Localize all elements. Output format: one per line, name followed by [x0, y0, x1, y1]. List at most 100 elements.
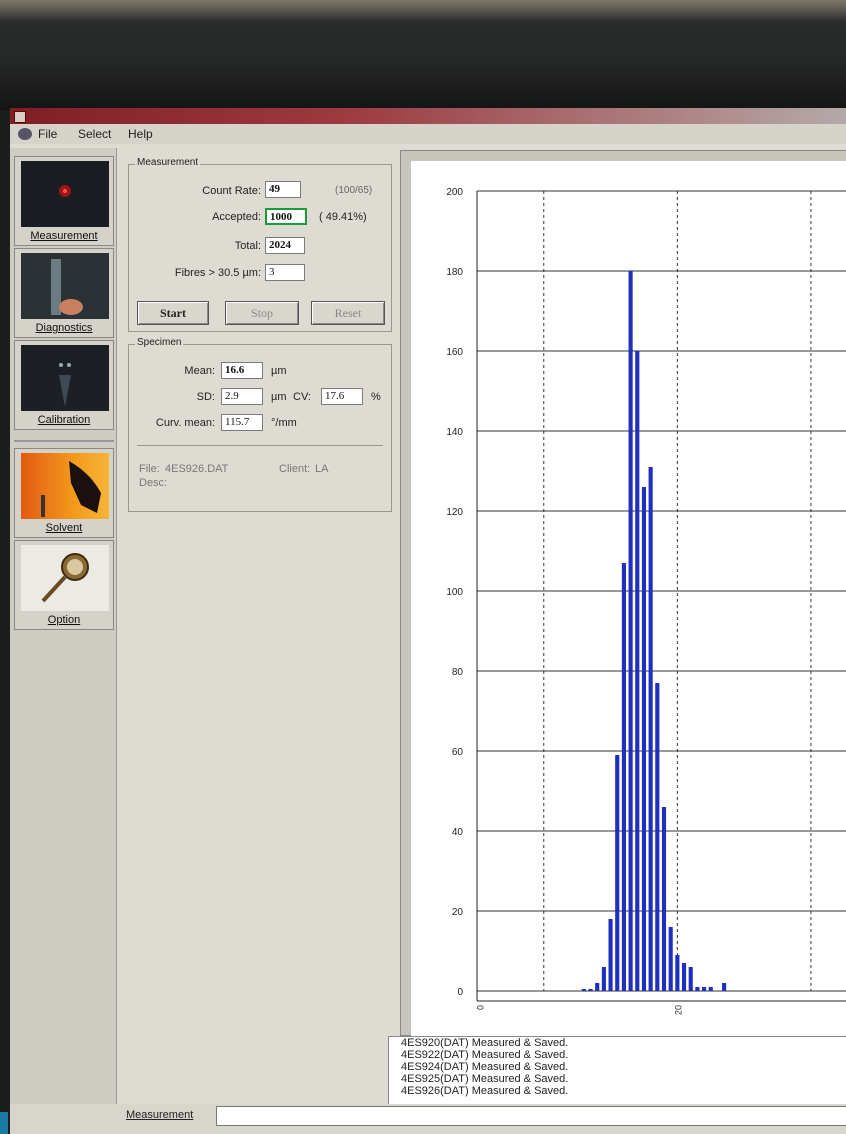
histogram-bar: [681, 963, 687, 991]
log-line: 4ES922(DAT) Measured & Saved.: [401, 1049, 569, 1061]
x-tick-label: 0: [476, 1005, 486, 1010]
y-tick-label: 0: [457, 987, 463, 998]
y-tick-label: 200: [446, 187, 463, 198]
cv-unit: %: [371, 391, 381, 403]
red-laser-icon: [21, 161, 109, 227]
total-label: Total:: [234, 240, 261, 252]
file-value: 4ES926.DAT: [165, 463, 229, 475]
histogram-bar: [655, 683, 660, 991]
fibres-field: 3: [265, 264, 305, 281]
client-label: Client:: [279, 463, 311, 475]
log-line: 4ES925(DAT) Measured & Saved.: [401, 1073, 569, 1085]
toolbar-label: Calibration: [37, 414, 91, 426]
specimen-group: Specimen Mean: 16.6 µm SD: 2.9 µm CV: 17…: [128, 337, 392, 512]
y-tick-label: 120: [446, 507, 463, 518]
y-tick-label: 20: [452, 907, 464, 918]
menu-bar: File Select Help: [10, 124, 846, 144]
histogram-bar: [608, 919, 613, 991]
cv-label: CV:: [293, 391, 311, 403]
y-tick-label: 180: [446, 267, 463, 278]
toolbar-label: Measurement: [30, 230, 98, 242]
taskbar-edge: [0, 1112, 8, 1134]
curv-label: Curv. mean:: [155, 417, 215, 429]
histogram-bar: [581, 989, 586, 991]
log-line: 4ES920(DAT) Measured & Saved.: [401, 1037, 569, 1049]
sd-field: 2.9: [221, 388, 263, 405]
toolbar-measurement-button[interactable]: Measurement: [14, 156, 114, 246]
total-field: 2024: [265, 237, 305, 254]
histogram-bar: [668, 927, 673, 991]
toolbar-label: Diagnostics: [35, 322, 93, 334]
histogram-panel: 0 20 40 60 80 100 120 140 160 180 200 0 20: [400, 150, 846, 1037]
status-label: Measurement: [126, 1109, 194, 1121]
count-rate-ratio: (100/65): [335, 185, 373, 196]
histogram-bar: [635, 351, 640, 991]
histogram-bar: [722, 983, 727, 991]
mean-label: Mean:: [184, 365, 215, 377]
measurement-group: Measurement Count Rate: 49 (100/65) Acce…: [128, 157, 392, 332]
histogram-plot-area: 0 20 40 60 80 100 120 140 160 180 200 0 20: [411, 161, 846, 1037]
toolbar-label: Solvent: [45, 522, 83, 534]
x-tick-label: 20: [673, 1005, 683, 1015]
group-title: Measurement: [135, 157, 201, 168]
cell-icon: [21, 345, 109, 411]
reset-button[interactable]: Reset: [311, 301, 385, 325]
y-tick-label: 80: [452, 667, 464, 678]
title-bar: [10, 108, 846, 124]
histogram-bar: [588, 989, 593, 991]
histogram-bar: [708, 987, 713, 991]
toolbar-divider: [14, 440, 114, 442]
y-tick-label: 100: [446, 587, 463, 598]
group-title: Specimen: [135, 337, 184, 348]
message-log[interactable]: 4ES920(DAT) Measured & Saved. 4ES922(DAT…: [388, 1036, 846, 1116]
menu-select[interactable]: Select: [78, 127, 112, 141]
y-tick-label: 140: [446, 427, 463, 438]
mean-field: 16.6: [221, 362, 263, 379]
fibre-diameter-histogram: 0 20 40 60 80 100 120 140 160 180 200 0 20: [446, 187, 846, 1015]
curv-unit: °/mm: [271, 417, 297, 429]
count-rate-label: Count Rate:: [202, 185, 261, 197]
histogram-bar: [648, 467, 653, 991]
stop-button[interactable]: Stop: [225, 301, 299, 325]
menu-help[interactable]: Help: [128, 127, 153, 141]
accepted-percent: ( 49.41%): [319, 211, 367, 223]
specimen-divider: [137, 445, 383, 446]
app-icon: [14, 111, 26, 123]
accepted-field: 1000: [265, 208, 307, 225]
toolbar-option-button[interactable]: Option: [14, 540, 114, 630]
hand-probe-icon: [21, 253, 109, 319]
toolbar-label: Option: [47, 614, 81, 626]
histogram-bar: [615, 755, 620, 991]
left-toolbar: Measurement Diagnostics Calibration Solv…: [10, 148, 117, 1134]
histogram-bar: [601, 967, 606, 991]
mean-unit: µm: [271, 365, 287, 377]
cv-field: 17.6: [321, 388, 363, 405]
histogram-bar: [628, 271, 633, 991]
histogram-bar: [675, 955, 680, 991]
sd-label: SD:: [196, 391, 215, 403]
solvent-hand-icon: [21, 453, 109, 519]
accepted-label: Accepted:: [212, 211, 261, 223]
y-tick-label: 160: [446, 347, 463, 358]
menu-file[interactable]: File: [38, 127, 58, 141]
histogram-bar: [621, 563, 626, 991]
compass-icon: [21, 545, 109, 611]
toolbar-solvent-button[interactable]: Solvent: [14, 448, 114, 538]
fibres-label: Fibres > 30.5 µm:: [174, 267, 261, 279]
status-field: [216, 1106, 846, 1126]
log-line: 4ES926(DAT) Measured & Saved.: [401, 1085, 569, 1097]
start-button[interactable]: Start: [137, 301, 209, 325]
client-value: LA: [315, 463, 329, 475]
y-tick-label: 60: [452, 747, 464, 758]
file-label: File:: [139, 463, 160, 475]
system-menu-icon[interactable]: [18, 128, 32, 140]
histogram-bar: [702, 987, 707, 991]
histogram-bar: [641, 487, 647, 991]
sd-unit: µm: [271, 391, 287, 403]
desc-label: Desc:: [139, 477, 168, 489]
toolbar-diagnostics-button[interactable]: Diagnostics: [14, 248, 114, 338]
status-bar: Measurement: [10, 1104, 846, 1134]
application-window: File Select Help Measurement Diagnostics…: [10, 108, 846, 1134]
toolbar-calibration-button[interactable]: Calibration: [14, 340, 114, 430]
histogram-bar: [595, 983, 600, 991]
